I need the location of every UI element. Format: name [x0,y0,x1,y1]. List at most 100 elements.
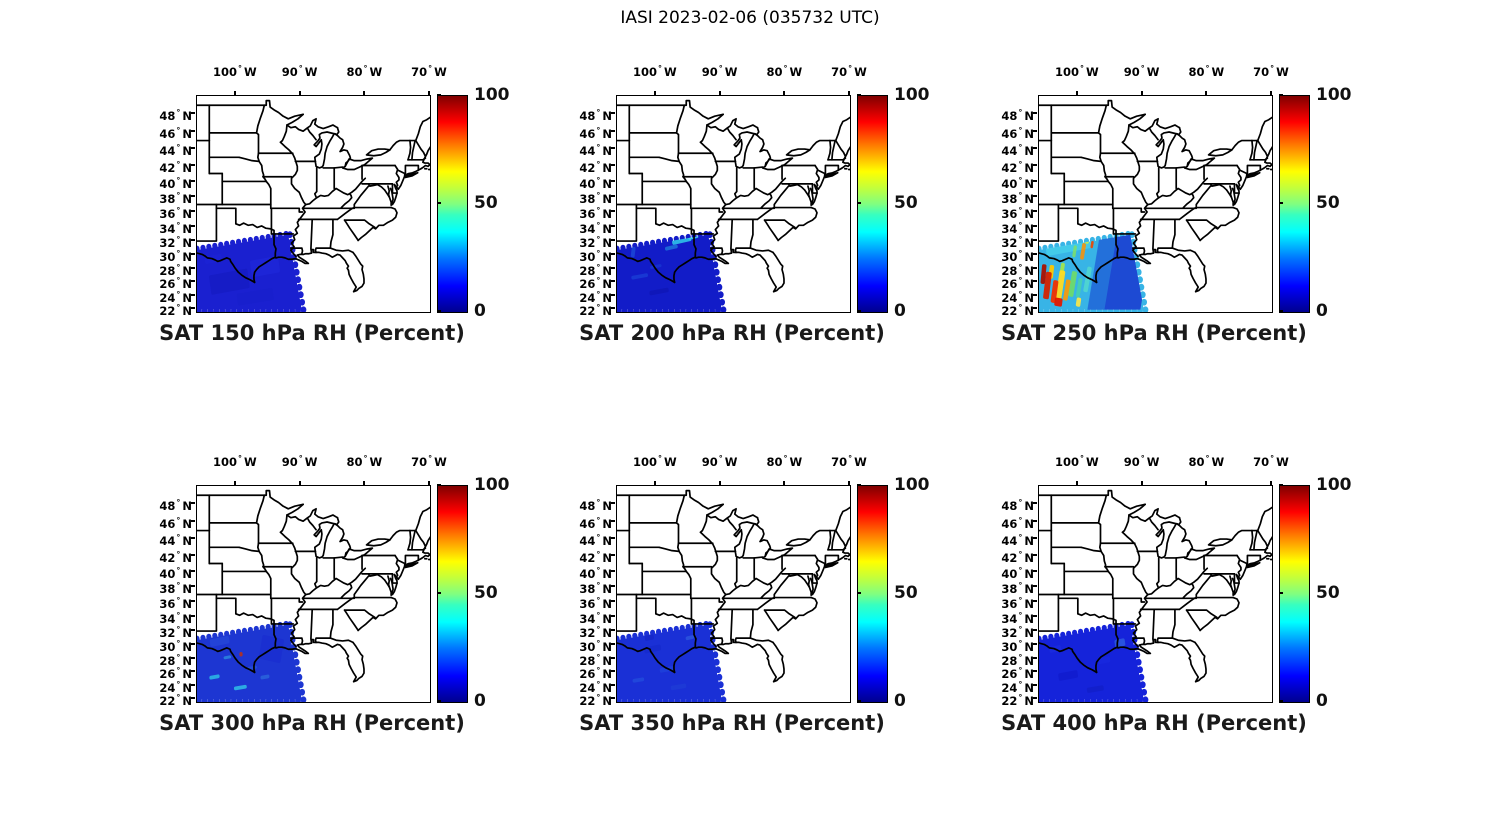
tick-mark [1075,481,1078,485]
tick-mark [1033,520,1037,522]
map-svg [617,96,850,312]
lon-tick-label: 90° W [1123,64,1160,79]
lat-tick-label: 36° N [159,596,192,611]
lat-tick-label: 44° N [579,533,612,548]
colorbar-tick-label: 50 [1316,193,1340,213]
tick-mark [1033,696,1037,699]
map-svg [617,486,850,702]
lat-tick-label: 22° N [579,692,612,708]
lat-tick-label: 24° N [159,289,192,305]
lon-tick-label: 100° W [212,64,257,79]
lon-tick-label: 100° W [632,454,677,469]
lat-tick-label: 32° N [159,235,192,251]
map-svg [1039,96,1272,312]
lat-tick-label: 26° N [1001,276,1034,292]
tick-mark [611,306,615,309]
tick-mark [437,202,441,204]
lat-tick-label: 24° N [579,289,612,305]
tick-mark [233,91,236,95]
tick-mark [857,592,861,594]
tick-mark [1033,656,1037,659]
lat-tick-label: 44° N [159,143,192,158]
tick-mark [363,91,366,95]
panel-title: SAT 150 hPa RH (Percent) [159,321,465,345]
tick-mark [191,670,195,673]
lon-tick-label: 80° W [346,64,383,79]
tick-mark [437,484,441,486]
lat-tick-label: 40° N [1001,175,1034,191]
swath-layer [617,230,727,312]
lat-tick-label: 24° N [1001,679,1034,695]
lon-tick-label: 70° W [411,454,447,469]
tick-mark [611,293,615,296]
tick-mark [191,614,195,617]
tick-mark [857,310,861,312]
lat-tick-label: 32° N [579,625,612,641]
panel-title: SAT 250 hPa RH (Percent) [1001,321,1307,345]
tick-mark [611,239,615,242]
tick-mark [1033,194,1037,197]
tick-mark [611,266,615,269]
tick-mark [611,502,615,505]
tick-mark [1033,253,1037,256]
lat-tick-label: 30° N [1001,249,1034,265]
tick-mark [1033,147,1037,149]
tick-mark [191,629,195,632]
tick-mark [611,112,615,115]
colorbar-tick-label: 50 [474,583,498,603]
lat-tick-label: 28° N [579,652,612,668]
lon-tick-label: 90° W [1123,454,1160,469]
tick-mark [1033,683,1037,686]
colorbar-tick-label: 100 [474,475,510,495]
tick-mark [611,584,615,587]
lat-tick-label: 30° N [579,639,612,655]
panel-sat-200: 100° W 90° W 80° W 70° W 48° N 46° N 44° N 42° N 40° N 38°… [546,50,938,372]
panel-sat-350: 100° W 90° W 80° W 70° W 48° N 46° N 44° N 42° N 40° N 38°… [546,440,938,762]
lon-tick-label: 90° W [701,454,738,469]
colorbar-tick-label: 0 [894,691,906,711]
tick-mark [611,569,615,572]
lat-tick-label: 34° N [1001,610,1034,626]
tick-mark [191,537,195,539]
tick-mark [1279,94,1283,96]
tick-mark [611,643,615,646]
tick-mark [718,481,721,485]
swath-layer [617,620,727,702]
tick-mark [1140,91,1143,95]
tick-mark [1033,266,1037,269]
lat-tick-label: 40° N [1001,565,1034,581]
tick-mark [611,179,615,182]
swath-layer [197,620,307,702]
tick-mark [1033,224,1037,227]
tick-mark [611,130,615,132]
tick-mark [191,147,195,149]
tick-mark [611,194,615,197]
tick-mark [1033,553,1037,556]
tick-mark [428,91,430,95]
tick-mark [191,224,195,227]
tick-mark [1033,239,1037,242]
tick-mark [1033,600,1037,602]
tick-mark [857,202,861,204]
lat-tick-label: 32° N [159,625,192,641]
tick-mark [653,481,656,485]
lon-tick-label: 80° W [1188,64,1225,79]
tick-mark [1033,112,1037,115]
colorbar-tick-label: 50 [894,583,918,603]
tick-mark [783,91,786,95]
tick-mark [611,520,615,522]
lon-tick-label: 80° W [766,64,803,79]
tick-mark [611,696,615,699]
lat-tick-label: 30° N [579,249,612,265]
lat-tick-label: 46° N [579,126,612,141]
lat-tick-label: 36° N [579,596,612,611]
state-borders-layer [1039,491,1272,682]
lat-tick-label: 22° N [1001,692,1034,708]
lat-tick-label: 42° N [159,159,192,175]
colorbar [857,95,888,313]
tick-mark [437,310,441,312]
tick-mark [611,253,615,256]
tick-mark [1033,210,1037,212]
tick-mark [298,91,301,95]
panel-sat-150: 100° W 90° W 80° W 70° W 48° N 46° N 44° N 42° N 40° N 38°… [126,50,518,372]
